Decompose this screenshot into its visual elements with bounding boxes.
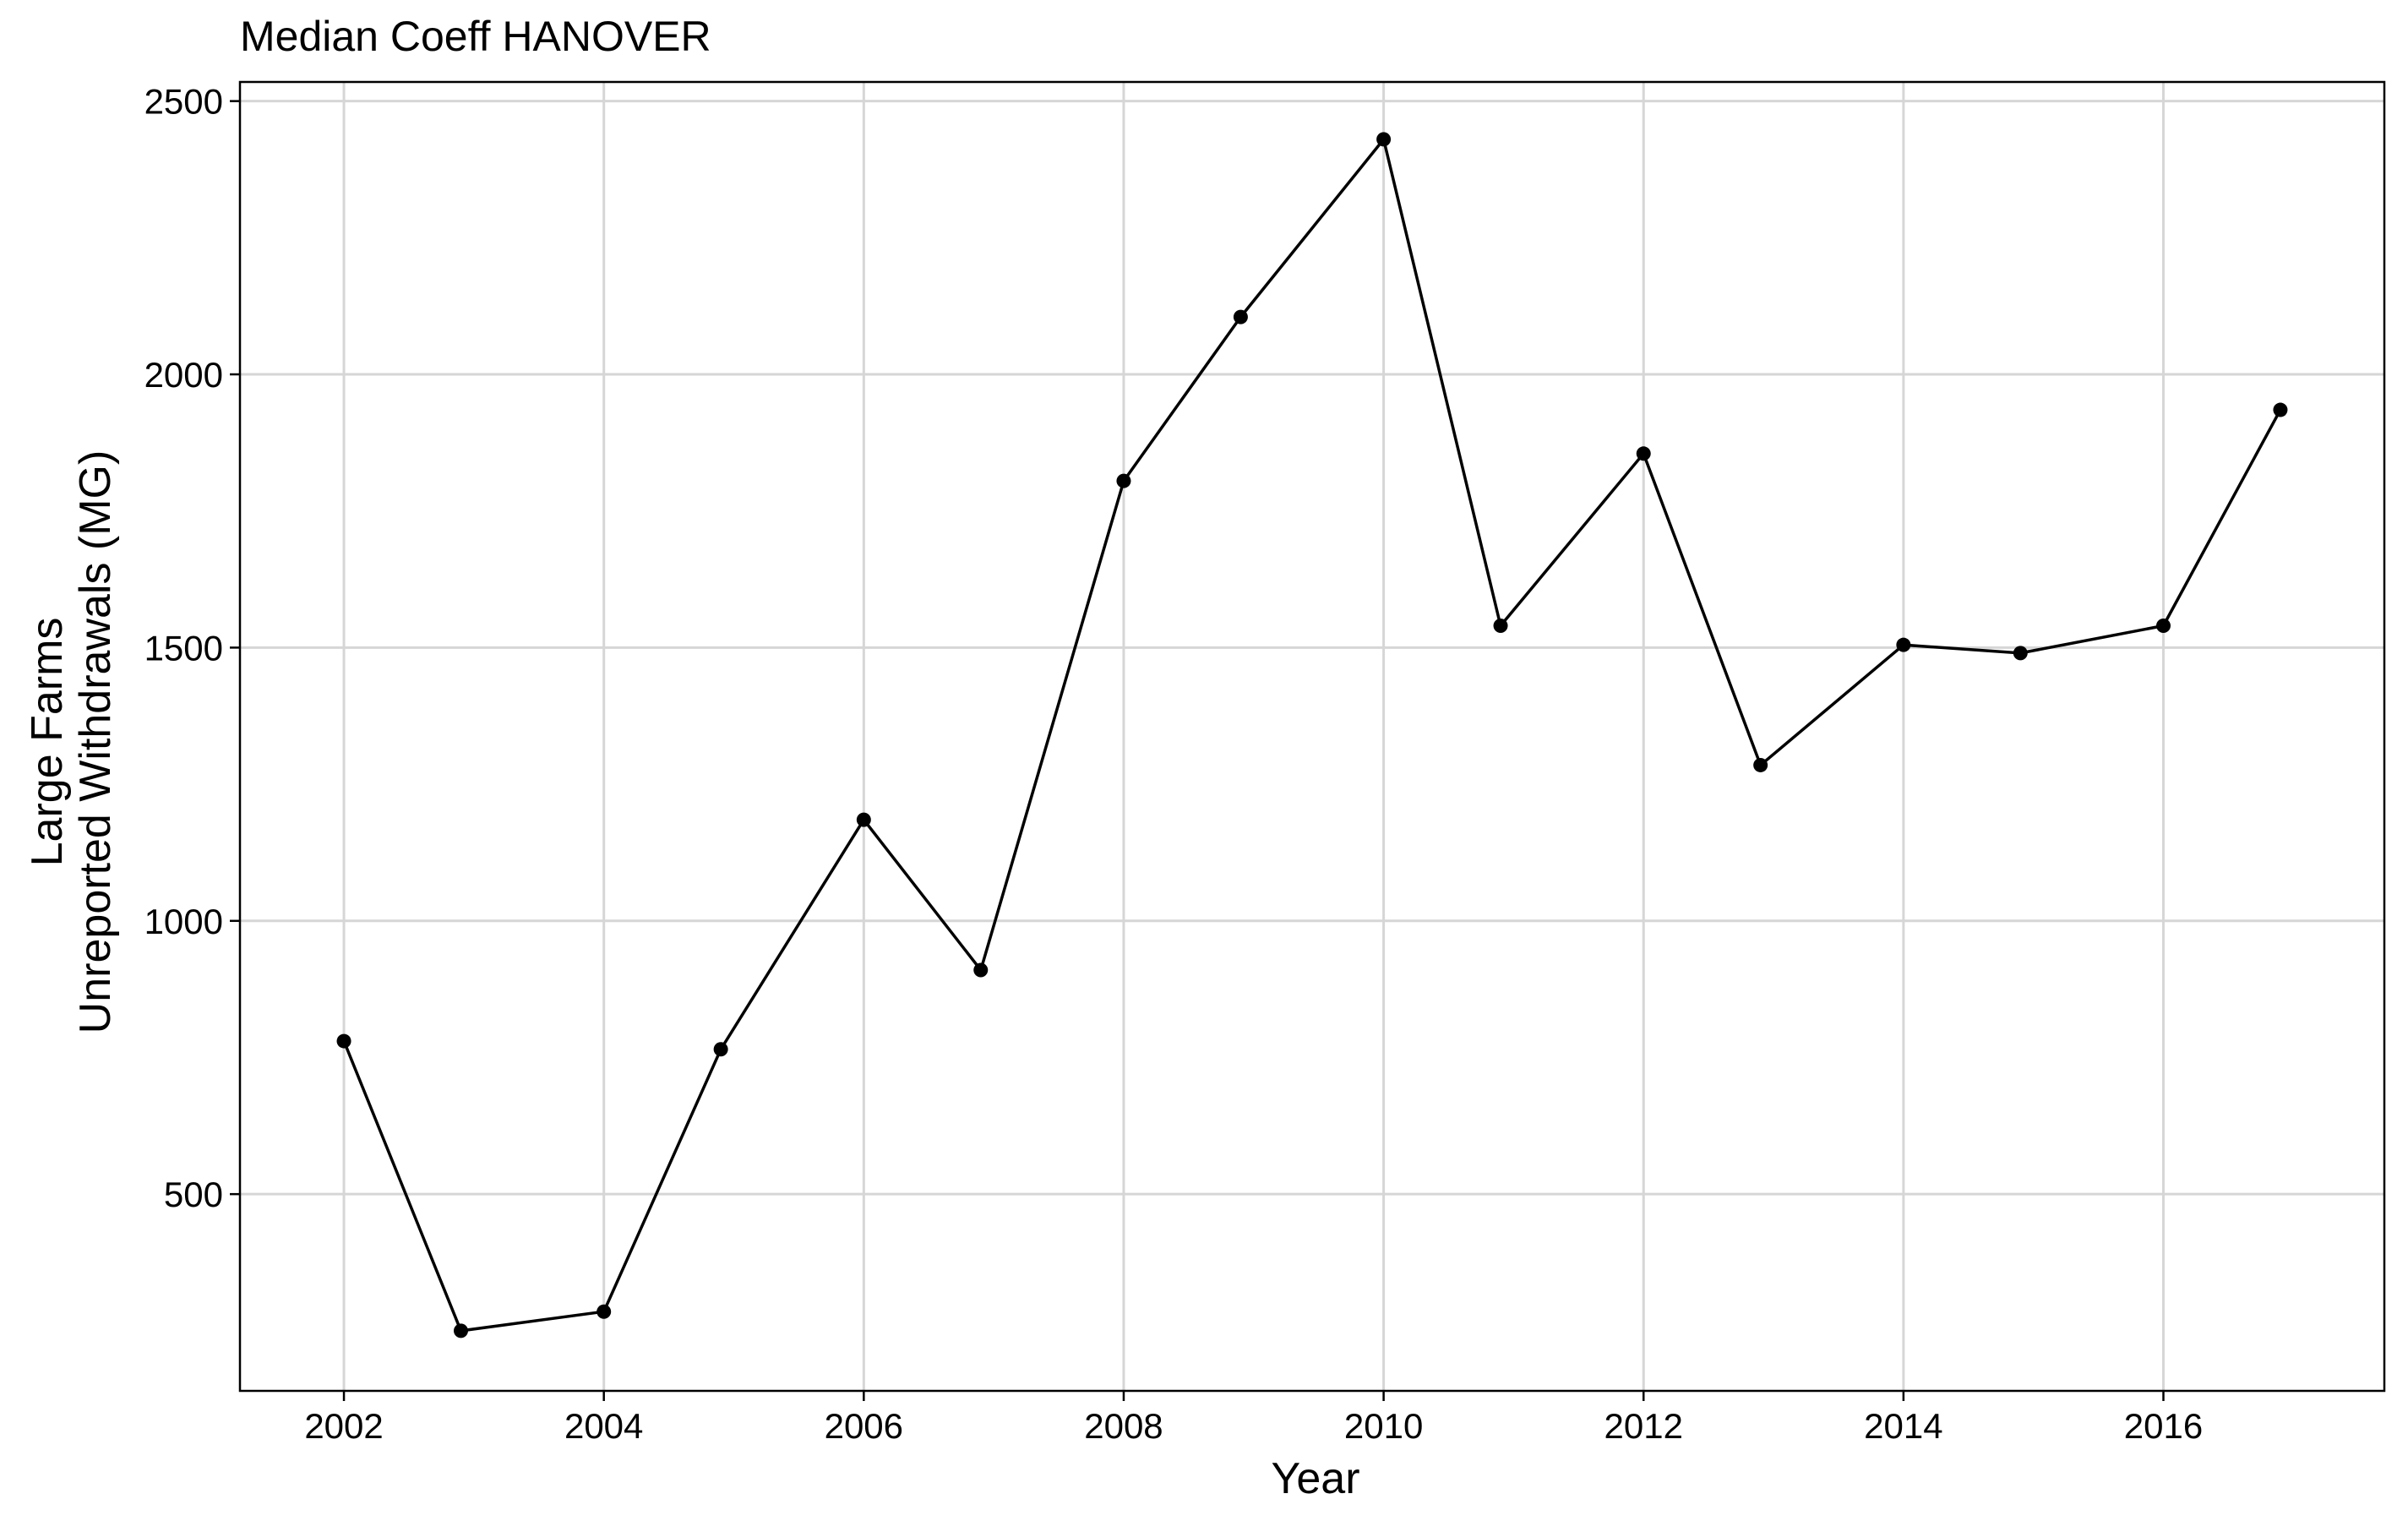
- plot-frame: [238, 80, 2386, 1393]
- data-point: [713, 1042, 728, 1057]
- x-tick-label: 2014: [1864, 1406, 1942, 1446]
- chart-title: Median Coeff HANOVER: [240, 13, 711, 60]
- x-tick-label: 2008: [1084, 1406, 1163, 1446]
- data-point: [973, 962, 989, 978]
- series-layer: [336, 132, 2288, 1338]
- x-tick-label: 2016: [2124, 1406, 2203, 1446]
- y-axis-label-line-1: Large Farms: [23, 618, 72, 867]
- y-tick-label: 1500: [144, 628, 223, 668]
- data-point: [1116, 473, 1131, 488]
- axes: 2002 2004 2006 2008 2010 2012 2014 2016 500 1000 1…: [144, 82, 2204, 1446]
- x-tick-label: 2002: [304, 1406, 383, 1446]
- series-line: [342, 136, 2282, 1333]
- grid-lines: [240, 82, 2384, 1391]
- y-axis-label: Large Farms Unreported Withdrawals (MG): [23, 450, 120, 1034]
- x-tick-label: 2004: [564, 1406, 643, 1446]
- data-point: [597, 1304, 612, 1319]
- x-tick-label: 2012: [1604, 1406, 1683, 1446]
- y-tick-label: 2000: [144, 355, 223, 395]
- y-axis-label-line-2: Unreported Withdrawals (MG): [71, 450, 120, 1034]
- data-point: [2013, 646, 2028, 661]
- y-tick-label: 500: [164, 1175, 223, 1214]
- data-point: [1493, 619, 1508, 634]
- data-point: [2156, 619, 2171, 634]
- data-point: [1636, 446, 1651, 461]
- x-tick-label: 2006: [825, 1406, 903, 1446]
- data-point: [1896, 637, 1911, 652]
- y-tick-label: 2500: [144, 82, 223, 122]
- data-point: [1376, 132, 1392, 147]
- y-tick-label: 1000: [144, 902, 223, 941]
- data-point: [336, 1033, 351, 1049]
- data-point: [1753, 757, 1768, 772]
- x-axis-label: Year: [1271, 1454, 1359, 1503]
- data-point: [856, 812, 871, 827]
- data-point: [2273, 402, 2288, 417]
- x-tick-label: 2010: [1344, 1406, 1423, 1446]
- data-point: [453, 1323, 468, 1338]
- data-point: [1233, 309, 1248, 324]
